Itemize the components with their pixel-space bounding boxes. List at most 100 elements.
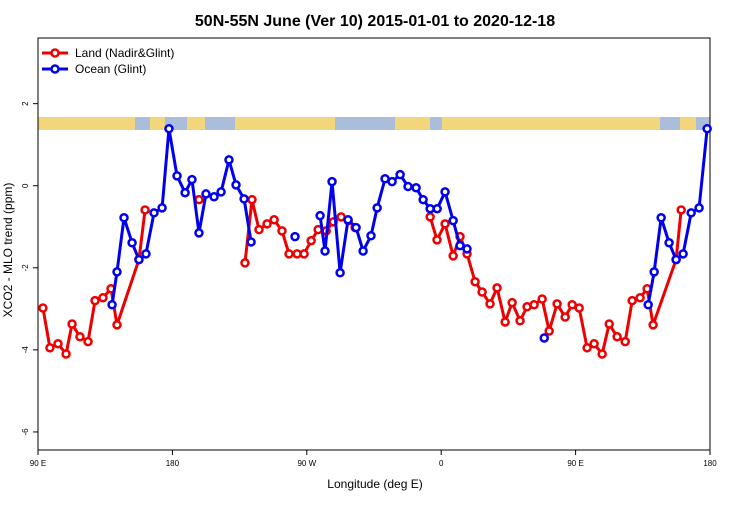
data-point (544, 326, 554, 336)
data-point (418, 194, 428, 205)
data-point (440, 187, 450, 197)
data-point (112, 267, 122, 277)
data-point (306, 235, 316, 246)
data-point (597, 349, 607, 359)
data-point (299, 249, 309, 259)
legend-marker (50, 48, 60, 58)
data-point (529, 299, 539, 310)
data-point (627, 295, 637, 306)
x-tick-label: 90 E (30, 459, 46, 468)
data-point (612, 331, 622, 342)
y-tick-label: -2 (21, 264, 30, 272)
data-point (440, 219, 450, 229)
data-point (269, 215, 279, 225)
data-point (358, 246, 368, 256)
data-point (187, 174, 197, 185)
data-point (448, 251, 458, 261)
x-tick-label: 180 (166, 459, 180, 468)
data-point (676, 205, 686, 215)
data-point (134, 254, 144, 265)
x-tick-label: 180 (703, 459, 717, 468)
data-point (83, 336, 93, 347)
data-point (127, 238, 137, 248)
surface-strip (38, 117, 710, 130)
data-point (671, 254, 681, 265)
data-point (582, 343, 592, 353)
data-point (149, 208, 159, 218)
data-point (477, 287, 487, 297)
data-point (694, 203, 704, 213)
data-point (107, 299, 117, 310)
data-point (262, 219, 272, 229)
data-point (335, 267, 345, 278)
data-point (290, 231, 300, 242)
data-point (343, 215, 353, 225)
data-point (61, 349, 71, 359)
legend: Land (Nadir&Glint) Ocean (Glint) (42, 46, 174, 76)
y-tick-label: -6 (21, 428, 30, 436)
data-point (157, 203, 167, 213)
data-point (500, 317, 510, 327)
data-point (539, 333, 549, 343)
data-point (686, 208, 696, 218)
data-point (678, 249, 688, 259)
y-tick-label: 0 (21, 183, 30, 188)
data-point (194, 194, 204, 205)
data-point (247, 194, 257, 205)
y-tick-label: -4 (21, 346, 30, 354)
data-point (567, 299, 577, 310)
data-point (537, 294, 547, 304)
data-point (507, 297, 517, 308)
chart-title: 50N-55N June (Ver 10) 2015-01-01 to 2020… (195, 13, 555, 30)
data-point (112, 320, 122, 330)
data-point (67, 319, 77, 329)
x-tick-label: 90 W (297, 459, 316, 468)
data-point (224, 155, 234, 165)
data-point (649, 267, 659, 277)
data-point (515, 315, 525, 326)
data-point (194, 228, 204, 238)
y-axis-label: XCO2 - MLO trend (ppm) (1, 183, 15, 318)
data-point (98, 293, 108, 303)
data-point (216, 187, 226, 197)
data-point (351, 222, 361, 233)
data-point (656, 212, 666, 223)
data-point (38, 303, 48, 313)
data-point (432, 235, 442, 245)
data-point (552, 299, 562, 309)
data-point (492, 283, 502, 293)
data-point (284, 249, 294, 259)
data-point (648, 320, 658, 330)
data-point (240, 258, 250, 268)
data-point (180, 187, 190, 198)
data-point (664, 238, 674, 248)
data-point (425, 212, 435, 222)
data-point (209, 192, 219, 202)
data-point (90, 295, 100, 306)
data-point (635, 293, 645, 303)
data-point (411, 183, 421, 193)
data-point (372, 203, 382, 213)
data-point (327, 176, 337, 187)
data-point (620, 336, 630, 347)
x-tick-label: 90 E (567, 459, 583, 468)
legend-label: Ocean (Glint) (75, 62, 146, 76)
data-point (320, 246, 330, 256)
data-point (462, 244, 472, 254)
series-line (428, 209, 683, 358)
data-point (140, 205, 150, 215)
legend-marker (50, 64, 60, 74)
data-point (75, 331, 85, 342)
data-point (239, 194, 249, 204)
data-point (643, 299, 653, 310)
data-point (366, 231, 376, 241)
data-point (141, 249, 151, 259)
legend-label: Land (Nadir&Glint) (75, 46, 174, 60)
y-tick-label: 2 (21, 101, 30, 106)
data-point (164, 123, 174, 134)
data-point (277, 226, 287, 236)
data-point (119, 212, 129, 223)
data-point (470, 277, 480, 287)
data-point (315, 210, 325, 221)
data-point (53, 338, 63, 349)
